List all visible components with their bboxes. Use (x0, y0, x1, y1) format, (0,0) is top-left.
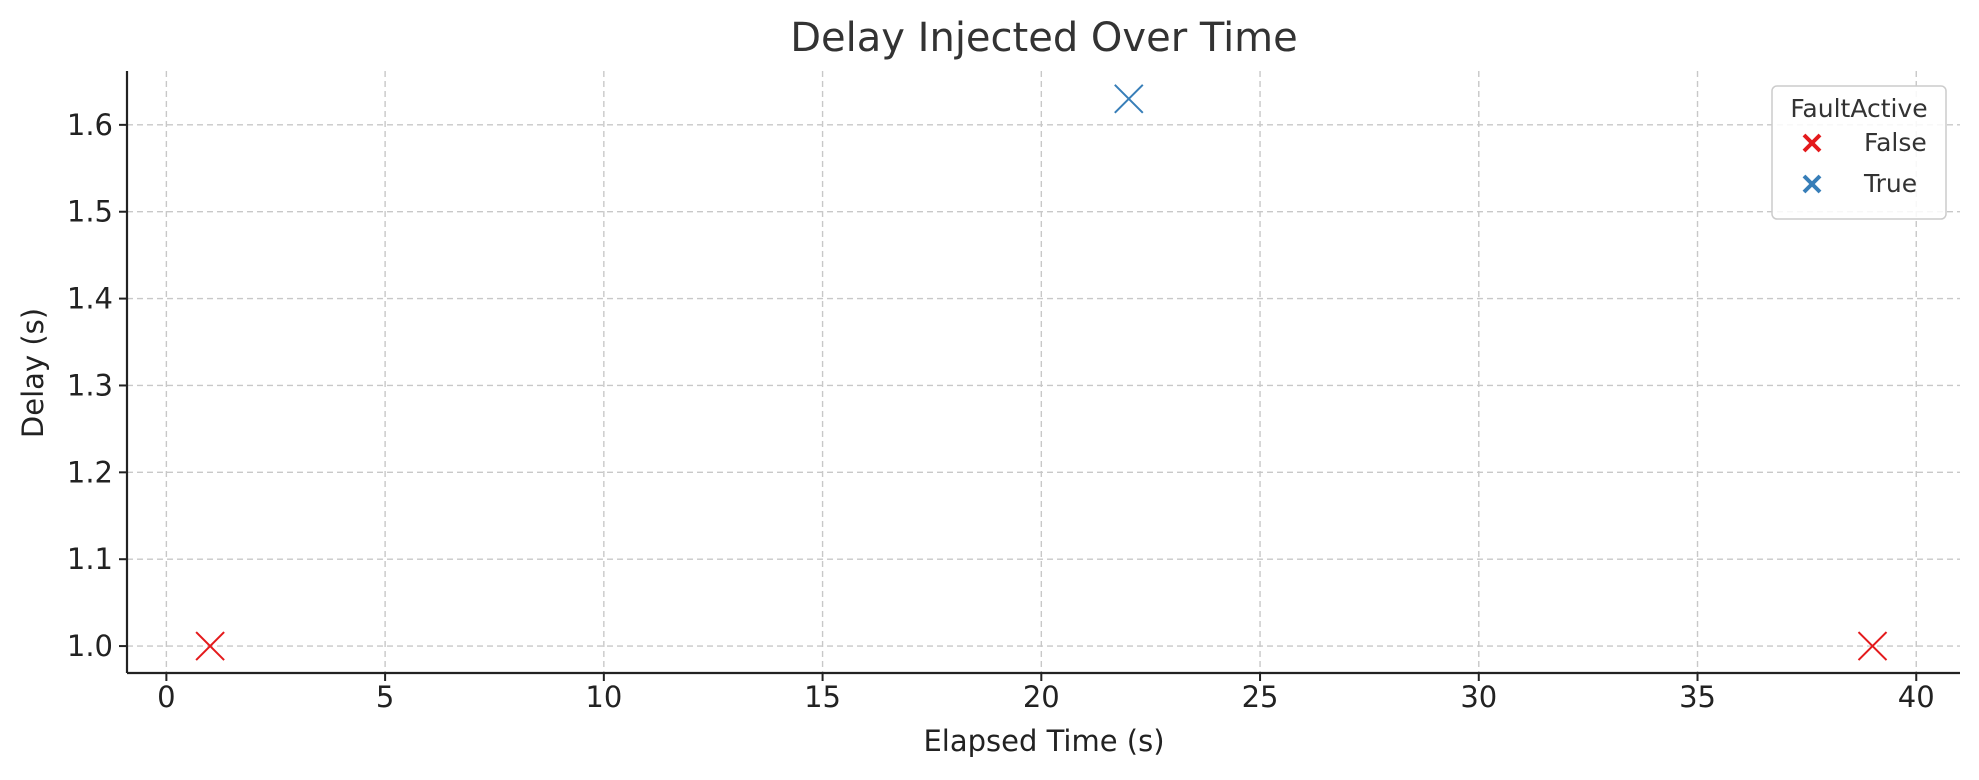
legend-label-false: False (1864, 128, 1927, 157)
points-layer (195, 84, 1888, 661)
legend-title: FaultActive (1790, 94, 1927, 123)
y-tick-label: 1.0 (67, 629, 113, 663)
y-tick-label: 1.6 (67, 108, 113, 142)
y-tick-label: 1.4 (67, 282, 113, 316)
legend-marker-true (1802, 174, 1822, 194)
legend-marker-false (1802, 133, 1822, 153)
x-tick-label: 10 (585, 680, 622, 714)
data-point-false (195, 631, 225, 661)
y-tick-label: 1.2 (67, 455, 113, 489)
y-tick-label: 1.3 (67, 368, 113, 402)
x-tick-label: 5 (376, 680, 394, 714)
x-tick-label: 35 (1679, 680, 1716, 714)
legend-entries: False True (1802, 128, 1927, 198)
chart-title: Delay Injected Over Time (790, 15, 1298, 61)
x-tick-label: 25 (1242, 680, 1279, 714)
y-tick-label: 1.5 (67, 195, 113, 229)
x-tick-label: 0 (157, 680, 175, 714)
y-axis-label: Delay (s) (16, 308, 50, 438)
x-axis-label: Elapsed Time (s) (923, 724, 1164, 758)
ticks-layer: 0 5 10 15 20 25 30 35 40 1.0 1.1 1.2 1.3 1.4 1.5 1.6 (67, 108, 1935, 714)
x-tick-label: 40 (1898, 680, 1935, 714)
axes-layer (125, 71, 1960, 675)
legend: FaultActive False True (1771, 85, 1947, 220)
data-point-true (1114, 84, 1144, 114)
grid-layer (127, 71, 1960, 673)
x-tick-label: 15 (804, 680, 841, 714)
y-tick-label: 1.1 (67, 542, 113, 576)
x-tick-label: 20 (1023, 680, 1060, 714)
x-tick-label: 30 (1460, 680, 1497, 714)
data-point-false (1857, 631, 1888, 661)
legend-label-true: True (1863, 169, 1917, 198)
